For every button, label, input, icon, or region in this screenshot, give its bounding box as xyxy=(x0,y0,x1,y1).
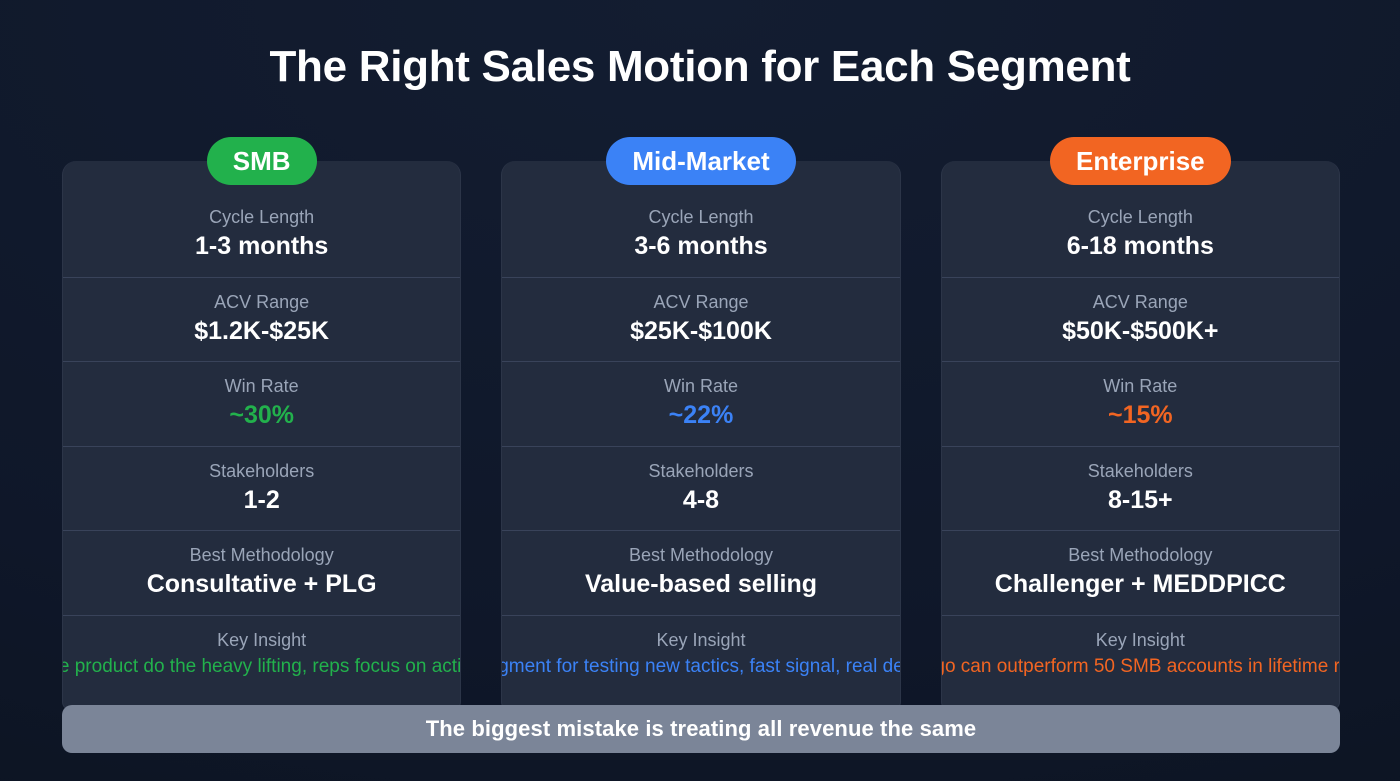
row-label: Win Rate xyxy=(224,376,299,397)
row-cycle-length: Cycle Length 6-18 months xyxy=(942,161,1339,277)
row-key-insight: Key Insight One logo can outperform 50 S… xyxy=(941,614,1340,709)
row-cycle-length: Cycle Length 3-6 months xyxy=(502,161,899,277)
row-label: Cycle Length xyxy=(648,207,754,227)
row-insight-text: Best segment for testing new tactics, fa… xyxy=(502,656,899,678)
page-title: The Right Sales Motion for Each Segment xyxy=(269,42,1131,91)
row-stakeholders: Stakeholders 1-2 xyxy=(63,445,461,531)
row-label: Key Insight xyxy=(1095,629,1185,650)
row-value: $1.2K-$25K xyxy=(194,316,330,345)
row-label: Win Rate xyxy=(663,376,738,397)
row-label: Key Insight xyxy=(656,629,746,650)
row-key-insight: Key Insight Let the product do the heavy… xyxy=(63,614,462,709)
row-value: 1-3 months xyxy=(194,232,329,261)
row-label: Key Insight xyxy=(217,629,307,650)
row-stakeholders: Stakeholders 4-8 xyxy=(502,445,900,531)
row-value: ~30% xyxy=(229,401,294,430)
pill-slot-smb: SMB xyxy=(62,137,461,185)
row-label: Best Methodology xyxy=(189,545,334,566)
row-label: Stakeholders xyxy=(209,460,315,481)
segment-pill-enterprise[interactable]: Enterprise xyxy=(1050,137,1231,185)
footer-banner-text: The biggest mistake is treating all reve… xyxy=(425,716,977,741)
row-label: ACV Range xyxy=(653,291,749,312)
row-best-methodology: Best Methodology Challenger + MEDDPICC xyxy=(941,530,1339,615)
row-win-rate: Win Rate ~15% xyxy=(941,361,1339,446)
row-value: ~15% xyxy=(1108,401,1173,430)
segment-pill-row: SMB Mid-Market Enterprise xyxy=(62,137,1340,185)
row-label: Best Methodology xyxy=(1068,545,1213,566)
segment-column-mid-market[interactable]: Cycle Length 3-6 months ACV Range $25K-$… xyxy=(501,161,901,710)
row-insight-text: One logo can outperform 50 SMB accounts … xyxy=(942,656,1340,678)
row-value: $50K-$500K+ xyxy=(1062,316,1219,345)
row-label: Stakeholders xyxy=(648,460,754,481)
row-acv-range: ACV Range $1.2K-$25K xyxy=(63,276,461,362)
row-value: Challenger + MEDDPICC xyxy=(994,570,1286,599)
row-value: Value-based selling xyxy=(584,570,817,599)
row-acv-range: ACV Range $50K-$500K+ xyxy=(941,276,1339,362)
row-value: ~22% xyxy=(668,401,734,430)
row-label: Cycle Length xyxy=(1087,207,1193,227)
row-value: 4-8 xyxy=(682,485,720,514)
row-value: $25K-$100K xyxy=(630,316,772,345)
row-acv-range: ACV Range $25K-$100K xyxy=(502,276,900,362)
row-best-methodology: Best Methodology Value-based selling xyxy=(502,530,900,615)
segment-columns: Cycle Length 1-3 months ACV Range $1.2K-… xyxy=(62,161,1340,710)
row-value: 6-18 months xyxy=(1066,232,1214,261)
row-label: Win Rate xyxy=(1103,376,1178,397)
row-value: Consultative + PLG xyxy=(146,570,377,599)
row-value: 1-2 xyxy=(243,485,280,514)
row-value: 3-6 months xyxy=(634,232,768,261)
row-key-insight: Key Insight Best segment for testing new… xyxy=(502,614,900,709)
row-insight-text: Let the product do the heavy lifting, re… xyxy=(63,656,462,678)
row-label: ACV Range xyxy=(1092,291,1188,312)
segment-pill-smb[interactable]: SMB xyxy=(206,137,317,185)
row-win-rate: Win Rate ~22% xyxy=(502,361,900,446)
pill-slot-enterprise: Enterprise xyxy=(941,137,1340,185)
pill-slot-mid-market: Mid-Market xyxy=(501,137,900,185)
footer-banner: The biggest mistake is treating all reve… xyxy=(62,705,1340,753)
row-value: 8-15+ xyxy=(1108,485,1173,514)
segment-column-enterprise[interactable]: Cycle Length 6-18 months ACV Range $50K-… xyxy=(940,161,1340,710)
segment-column-smb[interactable]: Cycle Length 1-3 months ACV Range $1.2K-… xyxy=(62,161,462,710)
row-label: Stakeholders xyxy=(1087,460,1193,481)
row-label: Cycle Length xyxy=(209,207,315,227)
row-stakeholders: Stakeholders 8-15+ xyxy=(941,445,1339,531)
row-label: Best Methodology xyxy=(628,545,774,566)
row-win-rate: Win Rate ~30% xyxy=(63,361,461,446)
row-label: ACV Range xyxy=(214,291,310,312)
row-cycle-length: Cycle Length 1-3 months xyxy=(63,161,460,277)
row-best-methodology: Best Methodology Consultative + PLG xyxy=(63,530,461,615)
segment-pill-mid-market[interactable]: Mid-Market xyxy=(606,137,796,185)
